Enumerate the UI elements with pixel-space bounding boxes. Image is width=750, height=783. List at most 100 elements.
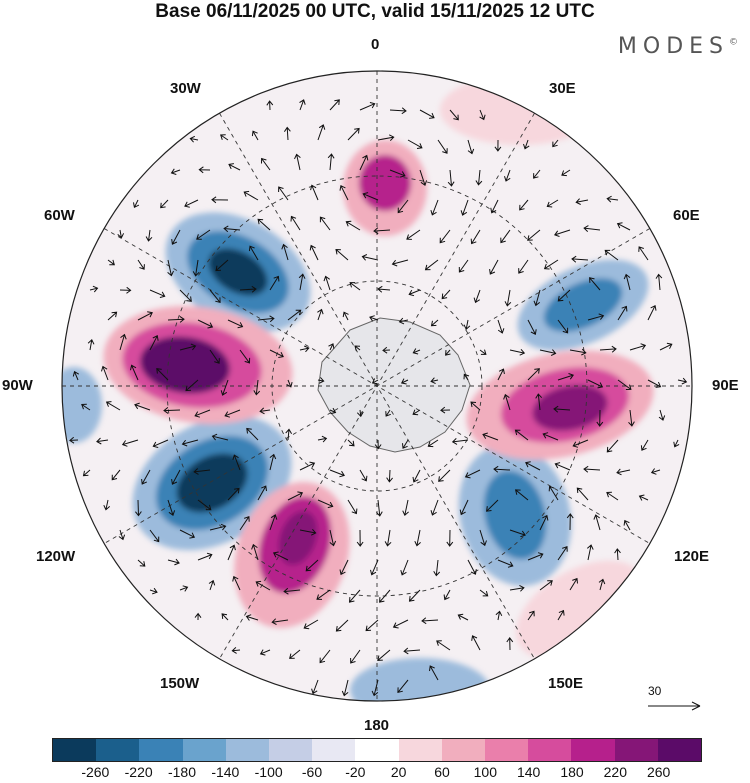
wind-vector [208,579,216,591]
wind-vector [493,465,511,473]
wind-vector [569,577,578,591]
wind-vector [377,649,391,661]
wind-vector [362,192,379,201]
wind-vector [137,559,146,567]
wind-vector [347,439,355,447]
wind-vector [215,259,229,272]
wind-vector [407,139,423,149]
wind-vector [311,679,319,695]
wind-vector [209,349,220,364]
colorbar-swatch-9 [441,739,486,761]
wind-vector [650,468,661,475]
wind-vector [658,409,666,421]
wind-vector [571,255,589,263]
colorbar-swatch-8 [398,739,442,761]
wind-vector [197,552,213,561]
wind-vector [673,439,680,448]
wind-vector [317,124,326,141]
wind-vector [211,196,229,204]
wind-vector [281,243,289,261]
label-60w: 60W [44,207,75,224]
wind-vector [329,99,340,111]
wind-vector [170,168,181,175]
wind-vector [317,499,334,509]
wind-vector [659,342,673,351]
wind-vector [371,679,379,697]
wind-vector [561,169,571,177]
wind-vector [319,216,331,231]
wind-vector [617,379,632,390]
wind-vector [103,499,111,511]
wind-vector [403,647,421,655]
chart-title: Base 06/11/2025 00 UTC, valid 15/11/2025… [155,1,595,22]
wind-vector [119,333,127,351]
wind-vector [464,469,481,479]
wind-vector [329,529,337,547]
wind-vector [539,349,557,356]
reference-vector-label: 30 [648,684,662,698]
wind-vector [350,649,361,664]
wind-vector [285,428,293,441]
wind-vector [261,157,271,171]
wind-vector [185,379,199,392]
wind-vector [373,227,391,235]
wind-vector [259,649,271,656]
wind-vector [406,229,421,240]
wind-vector [557,289,571,302]
wind-vector [412,348,421,355]
wind-vector [479,349,487,355]
anomaly-high-90w-center [140,336,230,394]
wind-vector [473,289,481,304]
wind-vector [317,435,328,443]
wind-vector [149,289,166,298]
wind-vector [319,649,331,664]
label-150e: 150E [548,675,584,692]
wind-vector [117,229,125,239]
wind-vector [269,514,278,531]
modes-logo: MODES© [618,34,738,59]
wind-vector [194,409,211,418]
wind-vector [433,559,441,577]
wind-vector [309,244,319,261]
colorbar-swatch-5 [269,739,313,761]
wind-vector [389,107,407,115]
wind-vector [398,317,409,325]
wind-vector [557,546,568,561]
colorbar-tick-10: 140 [516,764,541,780]
wind-vector [557,609,565,621]
wind-vector [246,427,259,441]
wind-vector [259,407,271,415]
wind-vector [327,153,335,171]
wind-vector [397,199,409,214]
wind-vector [638,494,649,501]
anomaly-high-0-core [359,155,411,211]
wind-vector [87,338,95,351]
label-60e: 60E [673,207,700,224]
wind-vector [533,289,541,307]
wind-vector [82,469,91,477]
wind-vector [445,349,451,356]
wind-vector [638,246,649,261]
wind-vector [119,286,132,294]
wind-vector [503,393,511,411]
wind-vector [196,229,211,240]
wind-vector [339,184,349,201]
wind-vector [137,259,145,270]
wind-vector [436,640,451,651]
wind-vector [527,610,535,621]
wind-vector [278,186,289,201]
wind-vector [623,273,631,291]
wind-vector [430,319,439,327]
wind-vector [283,126,291,141]
wind-vector [539,580,553,591]
anomaly-high-90e-center [532,385,608,431]
wind-vector [437,139,448,154]
wind-vector [197,499,212,511]
wind-vector [193,468,211,475]
wind-vector [299,99,306,111]
wind-vector [316,589,331,600]
wind-vector [121,439,139,447]
wind-vector [197,319,214,329]
wind-vector [497,368,505,381]
wind-vector [596,409,604,427]
